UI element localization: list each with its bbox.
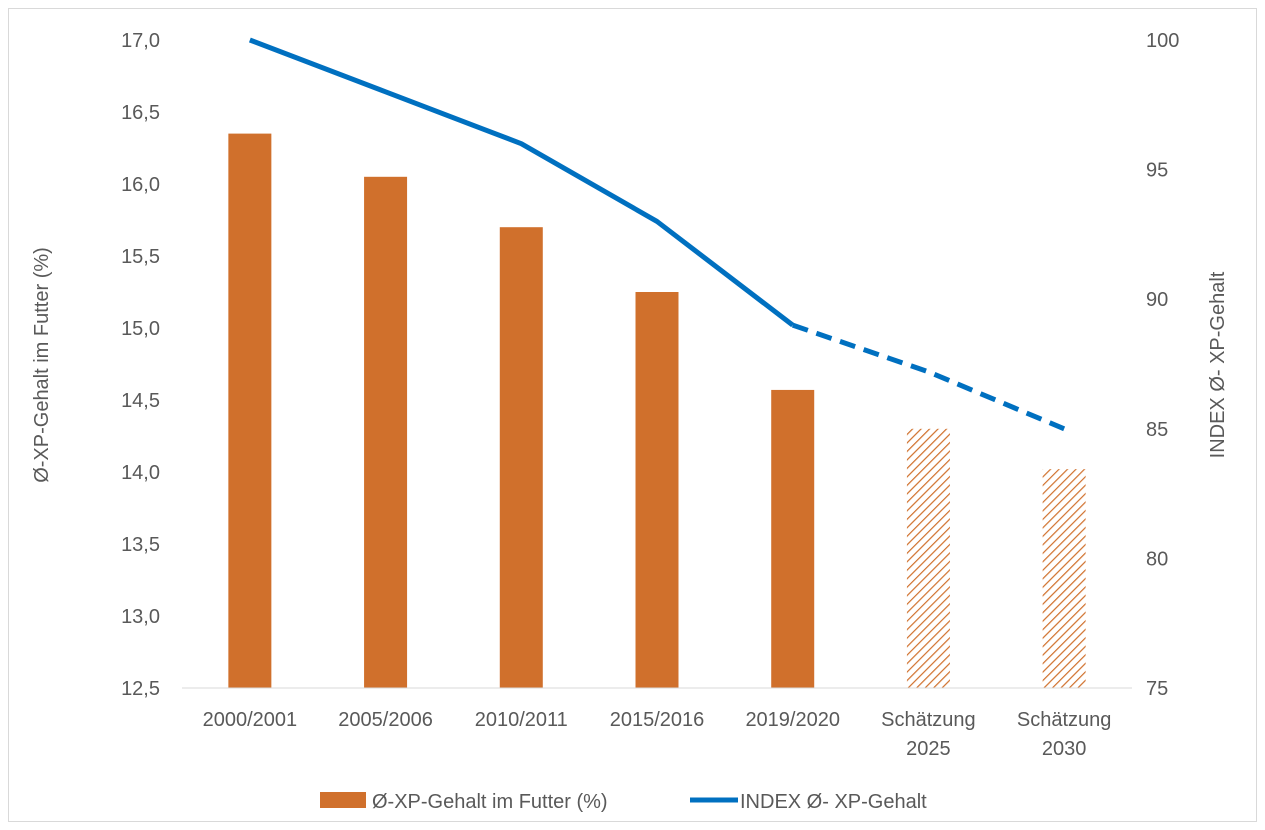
bar bbox=[635, 292, 679, 688]
x-tick-label: 2030 bbox=[1042, 738, 1087, 760]
legend-swatch-bar bbox=[320, 792, 366, 808]
y2-tick-label: 75 bbox=[1146, 678, 1168, 700]
bar bbox=[364, 176, 408, 689]
x-tick-label: 2025 bbox=[906, 738, 951, 760]
bar-estimate bbox=[906, 428, 950, 688]
x-tick-label: 2010/2011 bbox=[475, 709, 568, 731]
x-tick-label: Schätzung bbox=[881, 709, 976, 731]
bar-estimate bbox=[1042, 469, 1086, 688]
y-tick-label: 15,0 bbox=[121, 318, 160, 340]
x-tick-label: Schätzung bbox=[1017, 709, 1112, 731]
index-line-actual bbox=[248, 37, 795, 328]
y2-tick-label: 90 bbox=[1146, 289, 1168, 311]
legend-label-line: INDEX Ø- XP-Gehalt bbox=[740, 791, 927, 813]
y-axis-left-title: Ø-XP-Gehalt im Futter (%) bbox=[31, 247, 53, 483]
y-axis-right: 75 80 85 90 95 100 bbox=[1146, 30, 1179, 700]
y2-tick-label: 80 bbox=[1146, 548, 1168, 570]
y-tick-label: 16,5 bbox=[121, 102, 160, 124]
bar bbox=[499, 227, 543, 688]
y-tick-label: 12,5 bbox=[121, 678, 160, 700]
y-tick-label: 15,5 bbox=[121, 246, 160, 268]
x-tick-label: 2015/2016 bbox=[610, 709, 705, 731]
x-tick-label: 2005/2006 bbox=[338, 709, 433, 731]
x-tick-label: 2019/2020 bbox=[745, 709, 840, 731]
y-tick-label: 14,0 bbox=[121, 462, 160, 484]
bar bbox=[771, 389, 815, 688]
y-tick-label: 14,5 bbox=[121, 390, 160, 412]
legend: Ø-XP-Gehalt im Futter (%) INDEX Ø- XP-Ge… bbox=[320, 791, 927, 813]
x-axis: 2000/2001 2005/2006 2010/2011 2015/2016 2019… bbox=[203, 709, 1112, 760]
bar-series bbox=[228, 133, 1086, 689]
y-axis-left: 12,5 13,0 13,5 14,0 14,5 15,0 15,5 16,0 16,5 17,0 bbox=[121, 30, 160, 700]
y2-tick-label: 85 bbox=[1146, 419, 1168, 441]
y-tick-label: 13,0 bbox=[121, 606, 160, 628]
y2-tick-label: 95 bbox=[1146, 160, 1168, 182]
legend-label-bar: Ø-XP-Gehalt im Futter (%) bbox=[372, 791, 608, 813]
y2-tick-label: 100 bbox=[1146, 30, 1179, 52]
y-tick-label: 17,0 bbox=[121, 30, 160, 52]
bar bbox=[228, 133, 272, 689]
index-line-forecast bbox=[791, 322, 1066, 432]
x-tick-label: 2000/2001 bbox=[203, 709, 298, 731]
y-tick-label: 16,0 bbox=[121, 174, 160, 196]
line-series bbox=[248, 37, 1066, 432]
y-tick-label: 13,5 bbox=[121, 534, 160, 556]
y-axis-right-title: INDEX Ø- XP-Gehalt bbox=[1207, 271, 1229, 458]
